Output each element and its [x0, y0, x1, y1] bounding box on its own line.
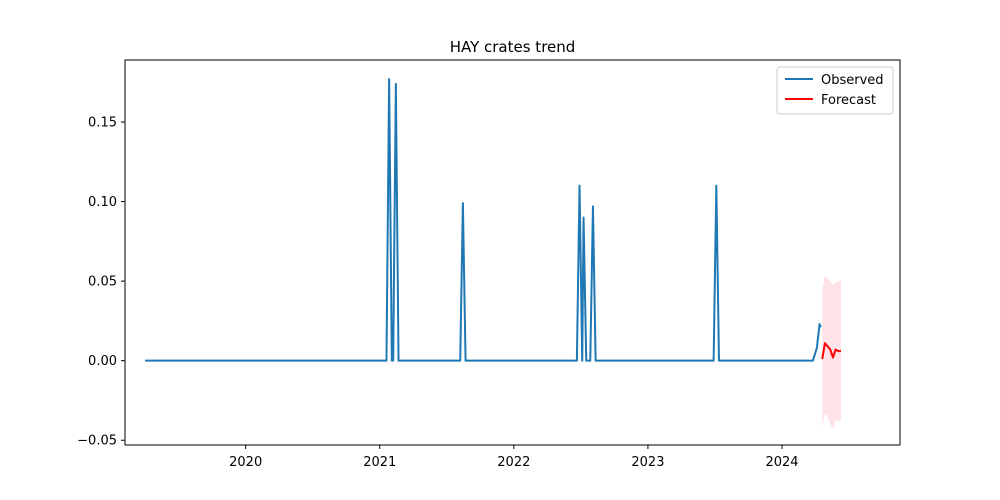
- series-line-forecast: [821, 342, 841, 360]
- y-tick-label: 0.05: [88, 275, 117, 290]
- y-tick-label: −0.05: [77, 434, 117, 449]
- x-tick-label: 2024: [765, 455, 798, 470]
- y-axis: −0.05 0.00 0.05 0.10 0.15: [77, 116, 125, 449]
- legend-label-forecast: Forecast: [821, 93, 876, 108]
- y-tick-label: 0.00: [88, 354, 117, 369]
- y-tick-label: 0.10: [88, 195, 117, 210]
- series-line-observed: [145, 78, 822, 362]
- y-tick-label: 0.15: [88, 116, 117, 131]
- legend-label-observed: Observed: [821, 73, 884, 88]
- plot-area-frame: [124, 59, 901, 446]
- chart-title: HAY crates trend: [450, 38, 576, 56]
- x-tick-label: 2022: [497, 455, 530, 470]
- x-tick-label: 2020: [229, 455, 262, 470]
- legend: Observed Forecast: [776, 66, 894, 115]
- x-axis: 2020 2021 2022 2023 2024: [229, 445, 799, 470]
- x-tick-label: 2023: [631, 455, 664, 470]
- x-tick-label: 2021: [363, 455, 396, 470]
- series-layer: [145, 78, 841, 362]
